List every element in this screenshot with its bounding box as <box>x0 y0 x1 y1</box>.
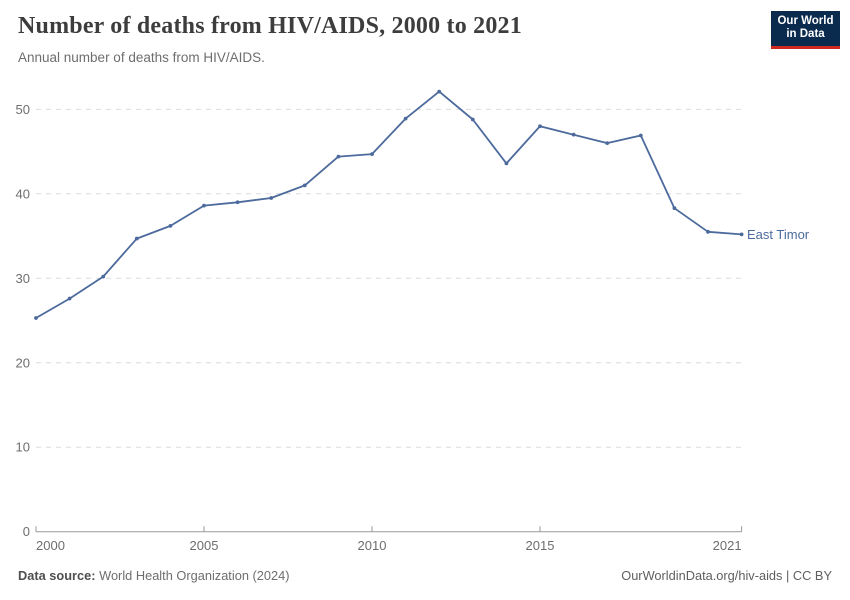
x-axis-tick-label: 2015 <box>526 538 555 553</box>
data-point <box>672 206 677 211</box>
y-axis-tick-label: 40 <box>16 186 30 201</box>
owid-logo[interactable]: Our World in Data <box>771 11 840 49</box>
chart-title: Number of deaths from HIV/AIDS, 2000 to … <box>18 13 522 39</box>
y-axis-tick-label: 50 <box>16 102 30 117</box>
data-point <box>571 132 576 137</box>
y-axis-tick-label: 10 <box>16 440 30 455</box>
chart-subtitle: Annual number of deaths from HIV/AIDS. <box>18 50 265 65</box>
data-point <box>101 274 106 279</box>
y-axis-tick-label: 0 <box>23 524 30 539</box>
x-axis-tick-label: 2010 <box>358 538 387 553</box>
data-point <box>504 161 509 166</box>
owid-logo-line1: Our World <box>777 14 834 27</box>
data-point <box>437 89 442 94</box>
data-point <box>739 232 744 237</box>
data-point <box>269 196 274 200</box>
data-point <box>202 203 206 208</box>
data-point <box>67 296 72 301</box>
data-source-value: World Health Organization (2024) <box>99 568 290 583</box>
data-point <box>706 229 710 234</box>
owid-logo-line2: in Data <box>786 28 825 41</box>
credit-link[interactable]: OurWorldinData.org/hiv-aids | CC BY <box>621 568 832 583</box>
data-point <box>302 183 307 188</box>
x-axis-tick-label: 2005 <box>190 538 219 553</box>
east-timor-line[interactable] <box>35 90 743 319</box>
data-point <box>34 316 38 320</box>
data-point <box>168 224 173 228</box>
data-point <box>235 200 240 205</box>
data-point <box>336 154 341 159</box>
chart-footer: Data source: World Health Organization (… <box>18 568 832 583</box>
owid-logo-text: Our World in Data <box>771 11 840 46</box>
data-point <box>538 124 542 129</box>
data-point <box>403 116 408 121</box>
entity-label-east-timor[interactable]: East Timor <box>747 227 810 242</box>
x-axis-tick-label: 2000 <box>36 538 65 553</box>
data-point <box>134 236 139 241</box>
y-axis-tick-label: 20 <box>16 355 30 370</box>
data-point <box>370 152 374 157</box>
data-point <box>638 133 643 138</box>
data-point <box>470 117 475 122</box>
x-axis-tick-label: 2021 <box>713 538 742 553</box>
owid-logo-red-strip <box>771 45 840 49</box>
y-axis-tick-label: 30 <box>16 271 30 286</box>
data-source: Data source: World Health Organization (… <box>18 568 290 583</box>
data-point <box>605 141 610 146</box>
data-source-label: Data source: <box>18 568 96 583</box>
